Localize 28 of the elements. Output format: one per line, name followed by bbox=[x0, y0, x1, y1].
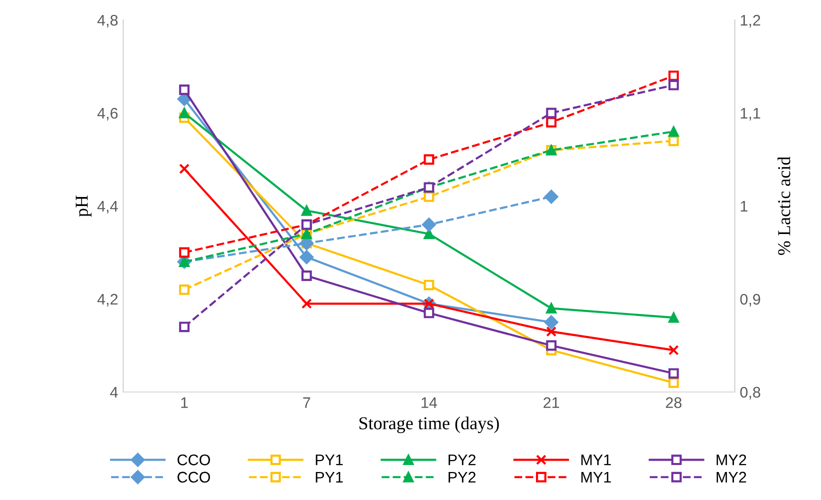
legend-label: CCO bbox=[178, 454, 210, 466]
legend-label: MY1 bbox=[581, 454, 611, 466]
y-tick-label: 4 bbox=[110, 387, 118, 398]
y2-tick-label: 0,8 bbox=[740, 386, 760, 400]
y2-tick-label: 1,2 bbox=[740, 14, 760, 28]
legend-label: PY2 bbox=[448, 472, 476, 482]
y2-axis-title: % Lactic acid bbox=[778, 156, 790, 256]
x-tick-label: 14 bbox=[422, 397, 438, 408]
y2-tick-label: 1,1 bbox=[740, 108, 760, 120]
legend-label: PY1 bbox=[316, 472, 343, 482]
x-tick-label: 1 bbox=[181, 397, 188, 408]
legend-label: PY1 bbox=[316, 454, 343, 466]
y2-tick-label: 0,9 bbox=[740, 294, 760, 306]
legend-label: MY2 bbox=[716, 454, 746, 466]
y-tick-label: 4,4 bbox=[97, 201, 118, 214]
y-tick-label: 4,6 bbox=[97, 108, 118, 120]
legend-label: PY2 bbox=[448, 454, 476, 466]
y2-tick-label: 1 bbox=[740, 201, 748, 212]
legend-label: MY1 bbox=[581, 472, 611, 482]
y-axis-title: pH bbox=[76, 195, 92, 217]
x-tick-label: 28 bbox=[666, 397, 682, 408]
x-tick-label: 21 bbox=[544, 397, 560, 408]
legend-label: MY2 bbox=[716, 472, 746, 482]
y-tick-label: 4,8 bbox=[97, 14, 118, 28]
legend-label: CCO bbox=[178, 472, 210, 483]
x-tick-label: 7 bbox=[303, 397, 310, 408]
x-axis-title: Storage time (days) bbox=[359, 416, 499, 434]
y-tick-label: 4,2 bbox=[97, 294, 118, 306]
